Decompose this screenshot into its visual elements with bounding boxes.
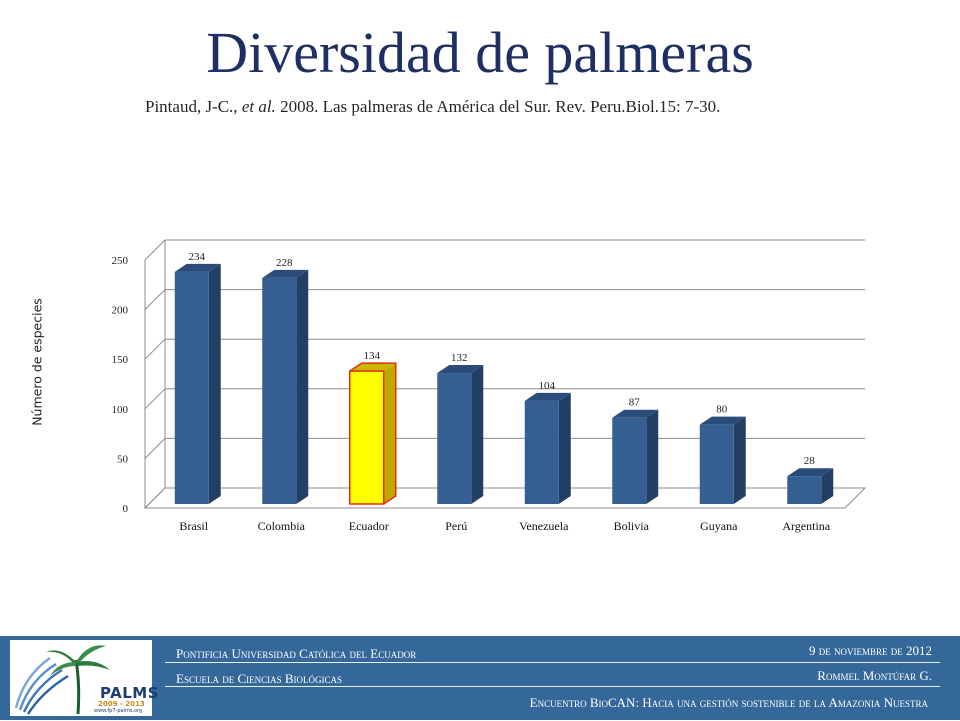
y-tick-label: 250 [112,255,129,267]
bar-top [787,468,834,477]
bar-front [437,373,472,504]
bar-front [787,476,822,504]
x-tick-label: Brasil [179,519,208,533]
x-tick-label: Colombia [258,519,306,533]
y-tick-label: 50 [117,453,129,465]
bar-bolivia [612,409,659,504]
bar-top [349,363,396,372]
data-label: 87 [629,397,641,409]
bar-front [699,424,734,504]
bar-colombia [262,269,309,504]
bar-ecuador [349,362,397,505]
palm-tree-icon [14,645,110,715]
bar-side [646,409,659,504]
data-label: 134 [364,350,381,362]
bar-top [437,365,484,374]
bar-top [524,392,571,401]
x-tick-label: Venezuela [519,519,569,533]
footer-event: Encuentro BioCAN: Hacia una gestión sost… [529,695,928,710]
gridline-side [144,289,166,310]
slide-title: Diversidad de palmeras [206,20,754,85]
bar-side [383,363,396,504]
bar-front [262,277,297,504]
logo-url: www.fp7-palms.org [94,708,143,714]
bar-front [612,417,647,504]
gridline-side [144,388,166,410]
bar-brasil [174,263,221,504]
bar-argentina [787,468,834,504]
bar-perú [437,365,484,504]
y-tick-label: 150 [112,354,129,366]
bar-venezuela [524,392,571,504]
data-label: 28 [804,455,816,467]
footer-divider-top [165,662,940,663]
x-tick-label: Perú [445,519,467,533]
bar-side [296,269,309,504]
palms-logo: PALMS 2009 - 2013 www.fp7-palms.org [10,640,159,716]
footer-school: Escuela de Ciencias Biológicas [176,671,343,686]
citation: Pintaud, J-C., et al. 2008. Las palmeras… [145,97,720,117]
y-tick-label: 200 [112,305,129,317]
footer-divider-bottom [165,686,940,687]
x-tick-label: Guyana [700,519,738,533]
bar-outline [349,362,397,505]
bar-top [612,409,659,418]
gridline-side [144,239,166,261]
logo-text: PALMS [100,684,160,702]
y-tick-label: 100 [112,404,129,416]
data-label: 228 [276,257,293,269]
plot-area: 0 50 100 150 200 250 [112,239,867,515]
logo-years: 2009 - 2013 [98,700,145,708]
x-tick-label: Argentina [782,519,830,533]
data-label: 80 [716,404,728,416]
x-tick-label: Bolivia [614,519,650,533]
data-label: 104 [539,380,556,392]
gridline-side [144,338,166,360]
bar-side [208,263,221,504]
bar-front [349,370,385,505]
y-tick-label: 0 [123,503,129,515]
citation-reference: 2008. Las palmeras de América del Sur. R… [275,97,721,116]
bar-side [733,416,746,504]
bar-top [174,263,221,272]
bar-side [471,365,484,504]
x-tick-label: Ecuador [349,519,389,533]
footer-author: Rommel Montúfar G. [817,668,932,683]
bar-side [558,392,571,504]
gridline-side [144,438,166,459]
bar-chart: 0 50 100 150 200 250 234 Brasil 228 Colombia 134 Ec… [112,239,867,533]
bar-guyana [699,416,746,504]
bar-front [524,400,559,504]
bar-top [699,416,746,425]
footer-university: Pontificia Universidad Católica del Ecua… [176,646,417,661]
chart-floor [143,487,867,509]
bar-front [174,271,209,504]
footer-date: 9 de noviembre de 2012 [809,643,932,658]
citation-authors: Pintaud, J-C., [145,97,242,116]
bar-side [821,468,834,504]
citation-etal: et al. [241,97,276,116]
data-label: 234 [189,251,206,263]
footer: PALMS 2009 - 2013 www.fp7-palms.org [0,636,960,720]
data-label: 132 [451,352,468,364]
bar-top [262,269,309,278]
